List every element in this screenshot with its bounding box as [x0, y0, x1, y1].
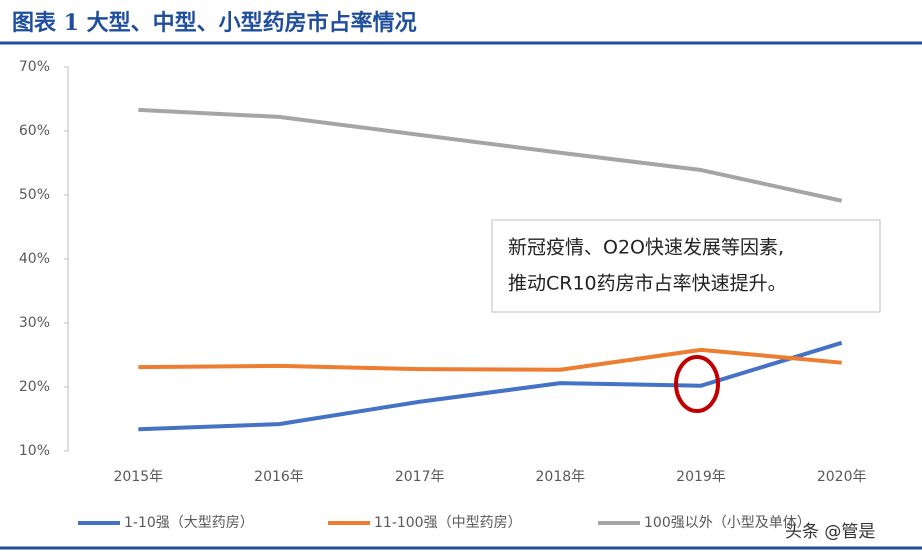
highlight-circle: [674, 355, 720, 413]
legend-label: 11-100强（中型药房）: [374, 515, 522, 531]
x-tick-label: 2017年: [395, 469, 445, 485]
y-tick-label: 20%: [19, 379, 50, 395]
x-tick-label: 2015年: [114, 469, 164, 485]
y-tick-label: 60%: [19, 123, 50, 139]
x-tick-label: 2016年: [254, 469, 304, 485]
series-line: [138, 347, 842, 372]
legend-label: 1-10强（大型药房）: [124, 515, 254, 531]
y-tick-label: 10%: [19, 443, 50, 459]
annotation: 推动CR10药房市占率快速提升。: [508, 273, 787, 295]
x-tick-label: 2020年: [817, 469, 867, 485]
chart-title: 图表 1 大型、中型、小型药房市占率情况: [12, 10, 417, 36]
y-tick-label: 70%: [19, 59, 50, 75]
watermark: 头条 @管是: [785, 522, 875, 542]
annotation: 新冠疫情、O2O快速发展等因素,: [508, 237, 784, 259]
x-tick-label: 2018年: [536, 469, 586, 485]
y-tick-label: 40%: [19, 251, 50, 267]
series-line: [138, 107, 843, 203]
y-tick-label: 50%: [19, 187, 50, 203]
y-tick-label: 30%: [19, 315, 50, 331]
annotation-box: [491, 219, 881, 313]
x-tick-label: 2019年: [676, 469, 726, 485]
series-line: [138, 340, 843, 432]
legend-label: 100强以外（小型及单体）: [644, 515, 811, 531]
